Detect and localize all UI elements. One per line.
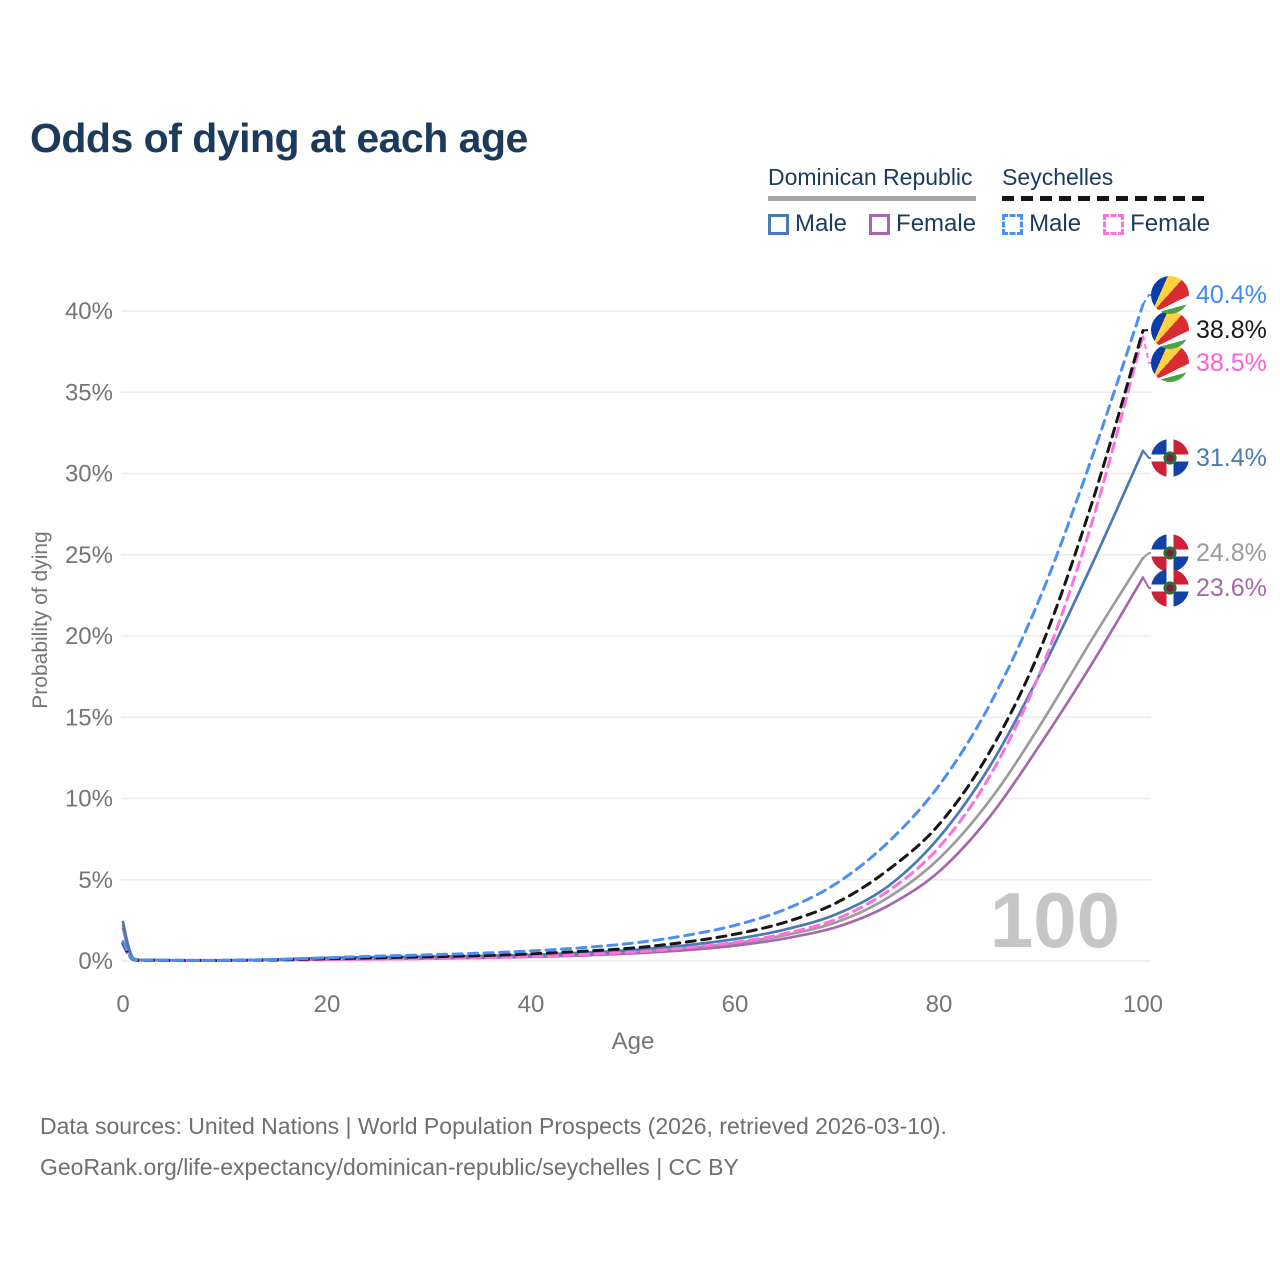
seychelles-flag-icon xyxy=(1151,311,1189,349)
legend-item-dr-female[interactable]: Female xyxy=(869,210,976,238)
footer-sources: Data sources: United Nations | World Pop… xyxy=(40,1113,947,1139)
end-label-value: 40.4% xyxy=(1196,280,1267,309)
dominican-republic-flag-icon xyxy=(1151,439,1189,477)
y-tick-label: 15% xyxy=(65,704,113,731)
end-label-connector xyxy=(1142,335,1155,364)
end-label-sey_male: 40.4% xyxy=(1151,275,1267,315)
seychelles-flag-icon xyxy=(1151,344,1189,382)
sey-male-swatch-icon xyxy=(1002,213,1024,235)
sey-female-swatch-icon xyxy=(1103,213,1125,235)
end-label-dr_male: 31.4% xyxy=(1151,438,1267,478)
y-tick-label: 35% xyxy=(65,379,113,406)
hover-age-watermark: 100 xyxy=(990,876,1120,964)
y-tick-label: 25% xyxy=(65,542,113,569)
legend-group-dominican-republic: Dominican Republic Male Female xyxy=(768,164,977,238)
legend-underline-solid xyxy=(768,196,977,201)
y-axis-title: Probability of dying xyxy=(29,531,52,708)
legend-header-seychelles: Seychelles xyxy=(1002,164,1114,190)
x-tick-label: 100 xyxy=(1123,991,1163,1018)
y-tick-label: 20% xyxy=(65,623,113,650)
end-label-connector xyxy=(1142,294,1155,306)
mortality-line-chart[interactable]: 0% 5% 10% 15% 20% 25% 30% 35% 40% 0 20 40 60 80 100 Pro… xyxy=(0,0,1280,1090)
legend-item-sey-male[interactable]: Male xyxy=(1002,210,1081,238)
legend-group-seychelles: Seychelles Male Female xyxy=(1002,164,1211,238)
x-tick-label: 40 xyxy=(518,991,545,1018)
x-tick-label: 20 xyxy=(314,991,341,1018)
x-tick-label: 60 xyxy=(722,991,749,1018)
legend-header-dominican-republic: Dominican Republic xyxy=(768,164,973,190)
end-label-dr_female: 23.6% xyxy=(1151,568,1267,608)
end-label-value: 24.8% xyxy=(1196,538,1267,567)
series-line-sey_male xyxy=(121,303,1145,962)
y-tick-label: 40% xyxy=(65,298,113,325)
end-label-value: 23.6% xyxy=(1196,573,1267,602)
seychelles-flag-icon xyxy=(1151,276,1189,314)
dominican-republic-flag-icon xyxy=(1151,534,1189,572)
dominican-republic-flag-icon xyxy=(1151,569,1189,607)
legend: Dominican Republic Male Female Seychelle… xyxy=(768,164,1211,238)
end-label-dr_all: 24.8% xyxy=(1151,533,1267,573)
legend-underline-dashed xyxy=(1002,196,1211,201)
x-tick-label: 80 xyxy=(926,991,953,1018)
end-label-value: 38.5% xyxy=(1196,348,1267,377)
page-title: Odds of dying at each age xyxy=(30,115,528,162)
dr-male-swatch-icon xyxy=(768,213,789,235)
y-tick-label: 5% xyxy=(78,867,113,894)
legend-item-dr-male[interactable]: Male xyxy=(768,210,847,238)
x-axis-title: Age xyxy=(612,1028,655,1055)
y-tick-label: 10% xyxy=(65,786,113,813)
end-label-sey_female: 38.5% xyxy=(1151,343,1267,383)
dr-female-swatch-icon xyxy=(869,213,891,235)
legend-item-sey-female[interactable]: Female xyxy=(1103,210,1210,238)
y-tick-label: 30% xyxy=(65,461,113,488)
footer: Data sources: United Nations | World Pop… xyxy=(40,1106,947,1188)
end-label-value: 31.4% xyxy=(1196,443,1267,472)
end-label-value: 38.8% xyxy=(1196,315,1267,344)
y-tick-label: 0% xyxy=(78,948,113,975)
footer-url: GeoRank.org/life-expectancy/dominican-re… xyxy=(40,1154,739,1180)
x-tick-label: 0 xyxy=(116,991,129,1018)
series-line-sey_all xyxy=(121,329,1145,962)
series-line-sey_female xyxy=(121,333,1145,963)
end-label-sey_all: 38.8% xyxy=(1151,310,1267,350)
